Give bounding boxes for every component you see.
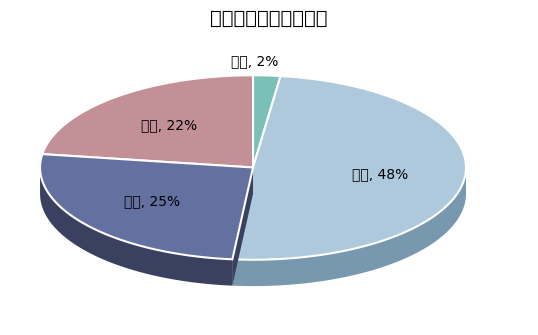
Text: 其他, 2%: 其他, 2%	[231, 55, 279, 69]
Text: 美国, 48%: 美国, 48%	[352, 167, 408, 181]
Polygon shape	[232, 168, 253, 286]
Polygon shape	[253, 75, 280, 168]
Polygon shape	[232, 76, 466, 260]
Polygon shape	[43, 75, 253, 168]
Text: 欧洲, 25%: 欧洲, 25%	[124, 195, 180, 209]
Polygon shape	[40, 168, 232, 286]
Text: 亚洲, 22%: 亚洲, 22%	[141, 119, 197, 133]
Polygon shape	[232, 168, 253, 286]
Polygon shape	[232, 168, 466, 286]
Text: 高温合金消费区域分布: 高温合金消费区域分布	[210, 9, 328, 28]
Polygon shape	[40, 154, 253, 259]
